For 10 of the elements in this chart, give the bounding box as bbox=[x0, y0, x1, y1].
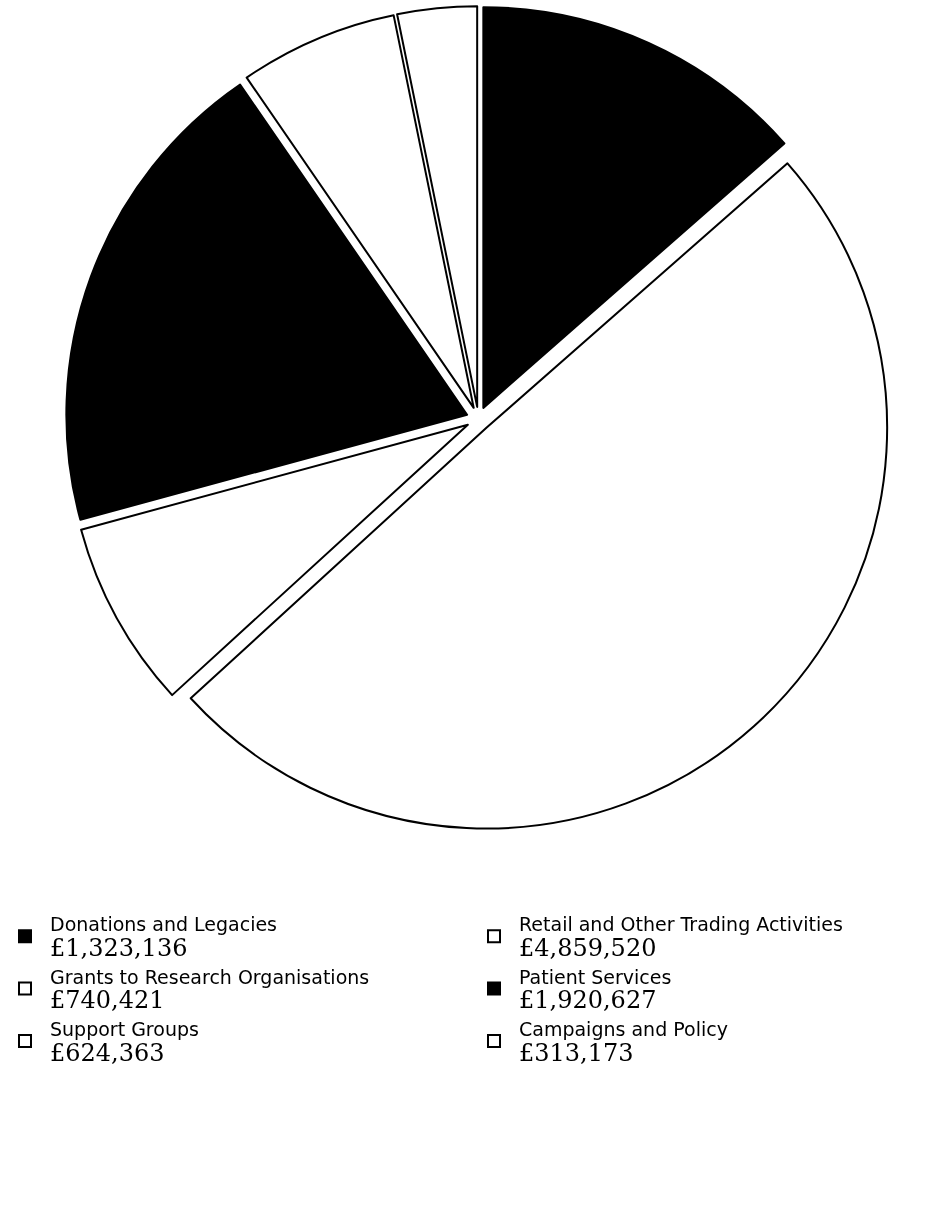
legend-label: Support Groups bbox=[50, 1018, 199, 1041]
legend-label: Patient Services bbox=[519, 965, 672, 988]
data-label: £4,859,520 bbox=[519, 933, 657, 962]
legend-label: Retail and Other Trading Activities bbox=[519, 913, 843, 936]
data-label: £1,920,627 bbox=[519, 986, 657, 1015]
legend-label: Donations and Legacies bbox=[50, 913, 278, 936]
legend-label: Campaigns and Policy bbox=[519, 1018, 728, 1041]
legend-label: Grants to Research Organisations bbox=[50, 965, 370, 988]
data-label: £1,323,136 bbox=[50, 933, 188, 962]
data-label: £740,421 bbox=[50, 986, 165, 1015]
